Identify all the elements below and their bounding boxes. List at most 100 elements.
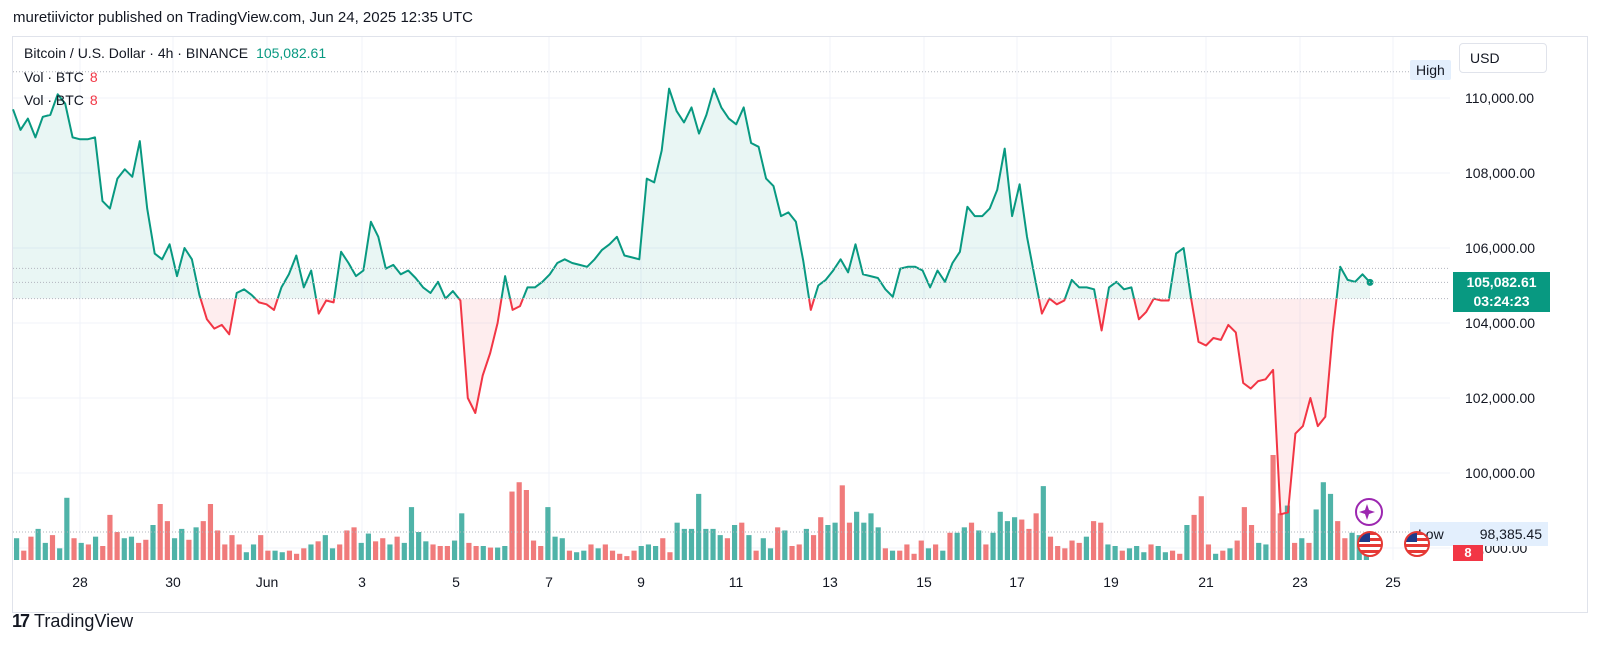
volume-bar: [416, 532, 422, 560]
currency-selector[interactable]: USD: [1459, 43, 1547, 73]
y-tick-label: 106,000.00: [1465, 240, 1535, 256]
volume-bar: [983, 544, 989, 560]
tv-logo-icon: 17: [12, 611, 30, 631]
us-flag-icon[interactable]: [1403, 530, 1431, 558]
volume-bar: [760, 538, 766, 560]
volume-bar: [1155, 546, 1161, 560]
volume-bar: [653, 546, 659, 560]
volume-bar: [1062, 548, 1068, 560]
volume-bar: [545, 507, 551, 560]
y-tick-label: 100,000.00: [1465, 465, 1535, 481]
volume-bar: [617, 553, 623, 560]
volume-bar: [818, 517, 824, 560]
volume-bar: [1256, 542, 1262, 560]
volume-bar: [1241, 507, 1247, 560]
volume-bar: [538, 546, 544, 560]
volume-bar: [516, 482, 522, 560]
vol-value: 8: [89, 69, 98, 85]
volume-bar: [380, 538, 386, 560]
volume-bar: [136, 542, 142, 560]
x-tick-label: 15: [916, 574, 932, 590]
vol-label: Vol · BTC: [24, 92, 84, 108]
chart-frame: [12, 36, 1588, 613]
volume-bar: [71, 538, 77, 560]
volume-bar: [128, 536, 135, 560]
volume-bar: [236, 544, 242, 560]
price-line-down: [199, 298, 1338, 516]
volume-bar: [1270, 455, 1276, 560]
volume-bar: [947, 532, 953, 560]
volume-bar: [1055, 546, 1061, 560]
volume-bar: [674, 522, 680, 560]
volume-bar: [1069, 540, 1075, 560]
volume-bar: [279, 552, 285, 560]
volume-bar: [200, 521, 206, 560]
volume-bar: [796, 544, 802, 560]
volume-bar: [329, 548, 336, 560]
volume-bar: [308, 544, 314, 560]
volume-bar: [566, 550, 573, 560]
x-tick-label: 23: [1292, 574, 1308, 590]
volume-bar: [1004, 521, 1011, 560]
tradingview-logo[interactable]: 17 TradingView: [12, 611, 133, 632]
y-tick-label: 108,000.00: [1465, 165, 1535, 181]
volume-bar: [423, 541, 429, 560]
price-line-up: [12, 87, 1371, 299]
volume-bar: [753, 550, 759, 560]
volume-bar: [1277, 513, 1283, 560]
volume-bar: [789, 546, 795, 560]
volume-bar: [1306, 542, 1312, 560]
x-tick-label: 11: [729, 574, 744, 590]
volume-bar: [933, 544, 939, 560]
volume-bar: [968, 522, 975, 560]
volume-bar: [85, 544, 91, 560]
volume-bar: [430, 544, 436, 560]
volume-bar: [1349, 532, 1355, 560]
volume-bar: [1227, 548, 1233, 560]
volume-bar: [940, 550, 946, 560]
volume-bar: [250, 544, 257, 560]
volume-bar: [294, 553, 300, 560]
volume-bar: [358, 542, 364, 560]
volume-bar: [502, 546, 508, 560]
volume-bar: [990, 532, 996, 560]
volume-bar: [1292, 542, 1298, 560]
volume-bar: [1220, 550, 1226, 560]
x-tick-label: 5: [452, 574, 460, 590]
x-tick-label: 3: [358, 574, 366, 590]
volume-bar: [854, 511, 860, 560]
volume-bar: [1169, 550, 1176, 560]
sparkle-icon[interactable]: [1354, 497, 1384, 527]
volume-bar: [1342, 538, 1348, 560]
volume-bar: [1040, 486, 1046, 560]
volume-bar: [92, 536, 99, 560]
volume-bar: [624, 556, 630, 560]
x-tick-label: 17: [1009, 574, 1025, 590]
volume-bar: [186, 539, 192, 560]
volume-bar: [911, 553, 917, 560]
x-tick-label: 9: [637, 574, 645, 590]
volume-bar: [1012, 517, 1018, 560]
volume-bar: [179, 528, 185, 560]
volume-bar: [1263, 544, 1269, 560]
us-flag-icon[interactable]: [1356, 530, 1384, 558]
volume-bar: [961, 527, 967, 560]
volume-bar: [1198, 496, 1204, 560]
volume-bar: [609, 550, 616, 560]
volume-bar: [164, 521, 170, 560]
volume-bar: [114, 532, 120, 560]
volume-bar: [1033, 513, 1039, 560]
x-tick-label: 19: [1103, 574, 1119, 590]
volume-bar: [717, 535, 723, 560]
volume-bar: [121, 538, 127, 560]
volume-bar: [286, 550, 293, 560]
volume-bar: [588, 544, 594, 560]
volume-bar: [272, 550, 278, 560]
volume-bar: [667, 552, 673, 560]
volume-bar: [688, 528, 695, 560]
volume-bar: [681, 528, 687, 560]
volume-bar: [372, 541, 379, 560]
volume-bar: [78, 542, 84, 560]
volume-bar: [207, 504, 214, 560]
